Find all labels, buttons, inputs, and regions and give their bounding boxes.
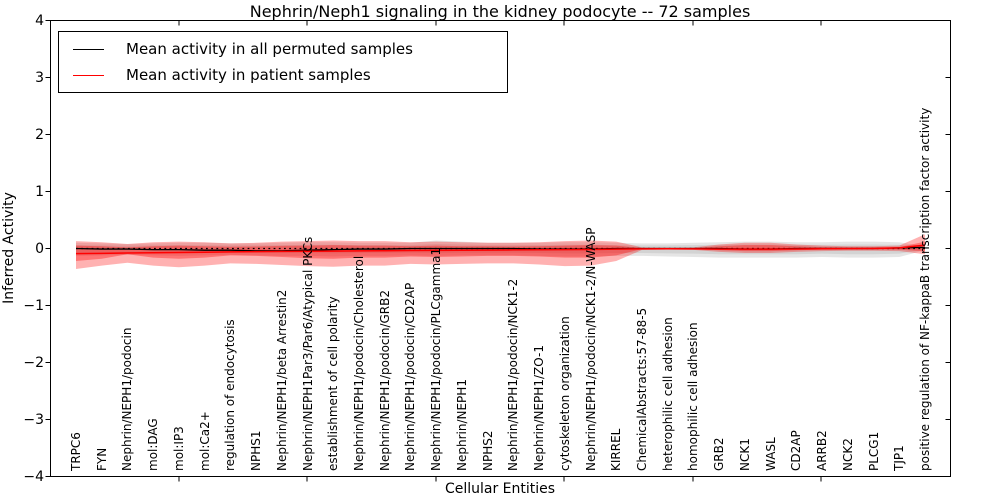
y-tick-label: −1 (23, 297, 44, 314)
x-category-label: positive regulation of NF-kappaB transcr… (917, 107, 932, 471)
x-category-label: mol:Ca2+ (197, 411, 212, 471)
y-tick-label: 1 (35, 183, 44, 200)
patient-mean-line (75, 244, 926, 255)
x-category-label: NPHS1 (249, 430, 264, 472)
x-category-label: mol:DAG (146, 418, 161, 471)
x-category-label: PLCG1 (866, 431, 881, 471)
x-category-label: Nephrin/NEPH1/podocin/GRB2 (377, 290, 392, 471)
x-category-label: Nephrin/NEPH1/podocin (120, 327, 135, 471)
x-category-label: NCK1 (737, 438, 752, 471)
legend: Mean activity in all permuted samples Me… (58, 31, 508, 93)
y-tick-label: −2 (23, 354, 44, 371)
x-category-label: Nephrin/NEPH1 (454, 379, 469, 471)
y-tick-label: −3 (23, 411, 44, 428)
x-category-label: NCK2 (840, 438, 855, 471)
x-category-label: mol:IP3 (171, 426, 186, 471)
y-tick-label: 2 (35, 126, 44, 143)
chart-title: Nephrin/Neph1 signaling in the kidney po… (249, 2, 751, 21)
legend-line-sample-permuted (73, 48, 104, 50)
y-tick-label: 3 (35, 69, 44, 86)
x-category-label: Nephrin/NEPH1/podocin/NCK1-2 (506, 278, 521, 471)
x-category-label: FYN (94, 447, 109, 471)
x-category-label: TJP1 (892, 445, 907, 471)
x-category-label: Nephrin/NEPH1/beta Arrestin2 (274, 289, 289, 471)
x-category-label: cytoskeleton organization (557, 316, 572, 471)
legend-line-sample-patient (73, 74, 104, 76)
x-category-label: CD2AP (789, 430, 804, 471)
patient-range-outer-band (76, 234, 925, 270)
x-category-label: Nephrin/NEPH1/ZO-1 (532, 345, 547, 471)
y-tick-label: 0 (35, 240, 44, 257)
x-category-label: ChemicalAbstracts:57-88-5 (634, 307, 649, 471)
legend-label-patient: Mean activity in patient samples (126, 66, 371, 84)
legend-item-patient: Mean activity in patient samples (59, 63, 507, 87)
x-category-label: Nephrin/NEPH1/podocin/PLCgamma1 (429, 247, 444, 471)
x-category-label: Nephrin/NEPH1Par3/Par6/Atypical PKCs (300, 236, 315, 471)
x-category-label: Nephrin/NEPH1/podocin/NCK1-2/N-WASP (583, 227, 598, 471)
x-category-label: establishment of cell polarity (326, 296, 341, 471)
x-category-label: WASL (763, 437, 778, 471)
x-category-label: ARRB2 (815, 430, 830, 471)
legend-item-permuted: Mean activity in all permuted samples (59, 37, 507, 61)
patient-range-inner-band (76, 241, 925, 262)
x-category-label: homophilic cell adhesion (686, 322, 701, 471)
x-category-label: regulation of endocytosis (223, 319, 238, 471)
y-tick-label: −4 (23, 468, 44, 485)
y-tick-label: 4 (35, 12, 44, 29)
x-category-label: NPHS2 (480, 430, 495, 472)
x-category-label: heterophilic cell adhesion (660, 317, 675, 471)
legend-label-permuted: Mean activity in all permuted samples (126, 40, 413, 58)
x-category-label: KIRREL (609, 428, 624, 471)
x-category-label: TRPC6 (69, 432, 83, 471)
x-category-label: Nephrin/NEPH1/podocin/CD2AP (403, 282, 418, 471)
x-category-label: GRB2 (712, 437, 727, 471)
x-category-label: Nephrin/NEPH1/podocin/Cholesterol (351, 255, 366, 471)
x-axis-label: Cellular Entities (444, 481, 556, 497)
